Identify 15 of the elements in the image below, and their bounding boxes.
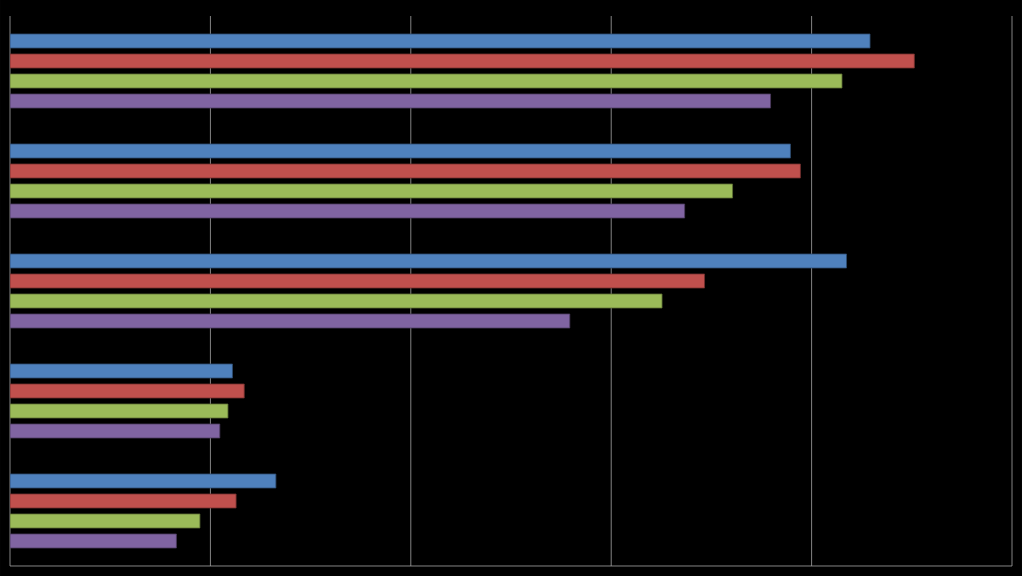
bar <box>10 493 237 509</box>
bar <box>10 473 277 489</box>
bar <box>10 403 229 419</box>
bar <box>10 163 801 179</box>
bar <box>10 513 201 529</box>
bar <box>10 363 233 379</box>
bar <box>10 73 843 89</box>
bar <box>10 53 915 69</box>
bar <box>10 383 245 399</box>
bar <box>10 143 791 159</box>
bar <box>10 253 847 269</box>
bar <box>10 293 663 309</box>
bar <box>10 183 733 199</box>
bar <box>10 273 705 289</box>
bar <box>10 33 871 49</box>
